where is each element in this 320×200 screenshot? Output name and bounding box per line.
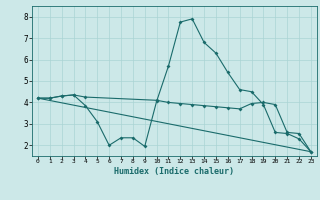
X-axis label: Humidex (Indice chaleur): Humidex (Indice chaleur) <box>115 167 234 176</box>
